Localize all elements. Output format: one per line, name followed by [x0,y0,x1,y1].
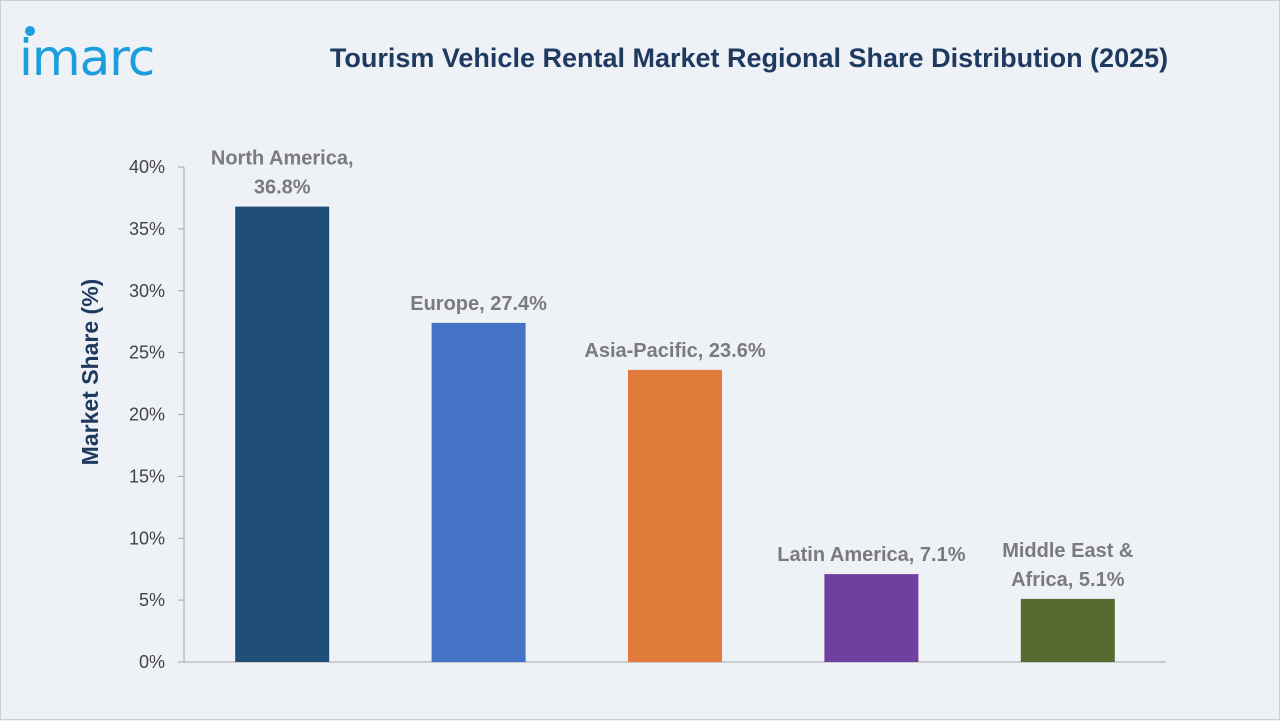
data-label: Africa, 5.1% [1011,569,1125,591]
bar [1020,598,1115,662]
data-label: Europe, 27.4% [410,293,547,315]
data-label: North America, [211,148,354,170]
bar [431,322,526,662]
bar [235,206,330,662]
chart-title: Tourism Vehicle Rental Market Regional S… [329,43,1169,73]
data-label: Middle East & [1002,540,1133,562]
y-tick-label: 5% [139,590,165,610]
data-label: 36.8% [254,177,311,199]
data-label: Latin America, 7.1% [777,544,965,566]
logo-dot [25,26,35,36]
y-tick-label: 25% [129,343,165,363]
bar [824,574,919,662]
y-tick-label: 10% [129,528,165,548]
axes: 0% 5% 10% 15% 20% 25% 30% 35% 40% [129,157,1166,672]
y-tick-label: 40% [129,157,165,177]
imarc-logo: imarc [19,26,155,87]
y-axis-title: Market Share (%) [77,279,103,466]
logo-text: imarc [19,29,154,87]
y-tick-label: 15% [129,466,165,486]
y-tick-label: 30% [129,281,165,301]
data-labels: North America, 36.8% Europe, 27.4% Asia-Pac… [211,148,1133,591]
y-tick-label: 0% [139,652,165,672]
y-tick-label: 35% [129,219,165,239]
bars [235,206,1115,662]
data-label: Asia-Pacific, 23.6% [584,340,765,362]
bar [628,369,722,662]
y-tick-label: 20% [129,405,165,425]
